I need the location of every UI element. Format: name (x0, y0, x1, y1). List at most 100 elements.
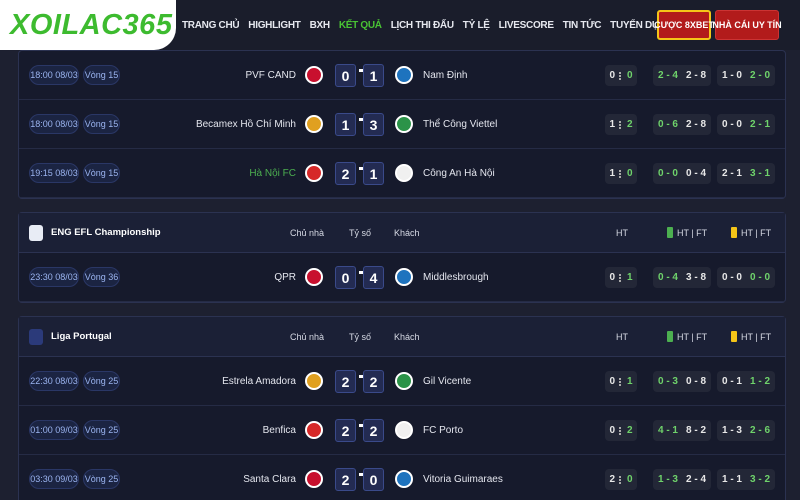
nav-item[interactable]: LỊCH THI ĐẤU (390, 19, 454, 31)
corner-value: 0 - 3 (657, 376, 678, 387)
match-row[interactable]: 23:30 08/03 Vòng 36 QPR 0 4 Middlesbrough 0 1 0 … (19, 253, 785, 302)
score-sep (359, 424, 361, 436)
match-round: Vòng 36 (83, 267, 120, 287)
ht-sep (619, 273, 623, 282)
column-header: HT (616, 332, 628, 342)
card-value: 0 - 1 (721, 376, 742, 387)
column-header: HT | FT (741, 228, 772, 238)
header-button[interactable]: CƯỢC 8XBET (654, 10, 714, 40)
ht-home: 0 (609, 376, 615, 387)
column-header: Chủ nhà (289, 228, 324, 238)
home-score: 2 (335, 419, 356, 442)
ht-away: 2 (627, 425, 633, 436)
match-row[interactable]: 22:30 08/03 Vòng 25 Estrela Amadora 2 2 Gil V… (19, 357, 785, 406)
home-score: 2 (335, 468, 356, 491)
nav-item[interactable]: TRANG CHỦ (182, 19, 240, 31)
card-value: 0 - 0 (721, 272, 742, 283)
away-team: Gil Vicente (423, 376, 472, 387)
match-row[interactable]: 01:00 09/03 Vòng 25 Benfica 2 2 FC Porto 0 2 4 -… (19, 406, 785, 455)
card-value: 2 - 1 (721, 168, 742, 179)
league-icon (29, 329, 43, 345)
league-header: Liga Portugal Chủ nhà Tỷ số Khách HT HT | FT H… (19, 317, 785, 357)
card-value: 3 - 2 (750, 474, 771, 485)
nav-item[interactable]: KẾT QUẢ (338, 19, 382, 31)
away-logo (395, 421, 413, 439)
match-round: Vòng 25 (83, 420, 120, 440)
home-score: 2 (335, 370, 356, 393)
nav-item[interactable]: LIVESCORE (498, 19, 554, 31)
cards: 1 - 3 2 - 6 (717, 420, 775, 441)
league-header: ENG EFL Championship Chủ nhà Tỷ số Khách HT H… (19, 213, 785, 253)
score-sep (359, 69, 361, 81)
column-header: HT (616, 228, 628, 238)
cards: 0 - 0 2 - 1 (717, 114, 775, 135)
match-row[interactable]: 18:00 08/03 Vòng 15 PVF CAND 0 1 Nam Định 0 0 2 … (19, 51, 785, 100)
nav-item[interactable]: BXH (309, 19, 331, 31)
cards: 2 - 1 3 - 1 (717, 163, 775, 184)
corner-value: 8 - 2 (686, 425, 707, 436)
match-time: 01:00 09/03 (29, 420, 79, 440)
away-team: Nam Định (423, 70, 468, 81)
match-row[interactable]: 19:15 08/03 Vòng 15 Hà Nội FC 2 1 Công An Hà … (19, 149, 785, 198)
nav: TRANG CHỦ HIGHLIGHT BXH KẾT QUẢ LỊCH THI ĐẤU… (182, 0, 674, 50)
league-icon (29, 225, 43, 241)
away-logo (395, 66, 413, 84)
away-team: Công An Hà Nội (423, 168, 495, 179)
card-value: 2 - 1 (750, 119, 771, 130)
match-row[interactable]: 03:30 09/03 Vòng 25 Santa Clara 2 0 Vitoria G… (19, 455, 785, 500)
ht-home: 1 (609, 168, 615, 179)
home-team: Estrela Amadora (222, 376, 296, 387)
card-value: 1 - 3 (721, 425, 742, 436)
cards: 1 - 1 3 - 2 (717, 469, 775, 490)
ht-sep (619, 120, 623, 129)
match-time: 23:30 08/03 (29, 267, 79, 287)
nav-item[interactable]: TỶ LỆ (462, 19, 490, 31)
home-logo (305, 268, 323, 286)
home-logo (305, 470, 323, 488)
home-team: Santa Clara (243, 474, 296, 485)
cards: 0 - 1 1 - 2 (717, 371, 775, 392)
home-score: 2 (335, 162, 356, 185)
match-round: Vòng 15 (83, 65, 120, 85)
corners: 0 - 4 3 - 8 (653, 267, 711, 288)
card-value: 1 - 0 (721, 70, 742, 81)
ht-away: 1 (627, 376, 633, 387)
ht-home: 0 (609, 272, 615, 283)
logo[interactable]: XOILAC365 (0, 0, 176, 50)
card-value: 2 - 0 (750, 70, 771, 81)
column-header: Tỷ số (349, 228, 372, 238)
ht-home: 0 (609, 70, 615, 81)
nav-item[interactable]: TUYỂN DỤNG (610, 19, 674, 31)
away-score: 1 (363, 64, 384, 87)
corner-value: 1 - 3 (657, 474, 678, 485)
card-value: 2 - 6 (750, 425, 771, 436)
home-score: 1 (335, 113, 356, 136)
home-team: Hà Nội FC (249, 168, 296, 179)
away-score: 2 (363, 419, 384, 442)
card-icon (731, 227, 737, 238)
score-sep (359, 473, 361, 485)
home-team: Benfica (262, 425, 296, 436)
header-button[interactable]: NHÀ CÁI UY TÍN (712, 10, 782, 40)
away-score: 3 (363, 113, 384, 136)
column-header: Chủ nhà (289, 332, 324, 342)
home-team: QPR (274, 272, 296, 283)
ht-home: 1 (609, 119, 615, 130)
match-round: Vòng 25 (83, 371, 120, 391)
corner-value: 3 - 8 (686, 272, 707, 283)
ht-sep (619, 377, 623, 386)
corner-value: 2 - 8 (686, 70, 707, 81)
column-header: HT | FT (741, 332, 772, 342)
nav-item[interactable]: TIN TỨC (562, 19, 602, 31)
nav-item[interactable]: HIGHLIGHT (248, 19, 301, 31)
home-logo (305, 66, 323, 84)
cards: 0 - 0 0 - 0 (717, 267, 775, 288)
away-score: 4 (363, 266, 384, 289)
match-time: 18:00 08/03 (29, 65, 79, 85)
corner-value: 0 - 4 (686, 168, 707, 179)
match-row[interactable]: 18:00 08/03 Vòng 15 Becamex Hồ Chí Minh 1 3 T… (19, 100, 785, 149)
